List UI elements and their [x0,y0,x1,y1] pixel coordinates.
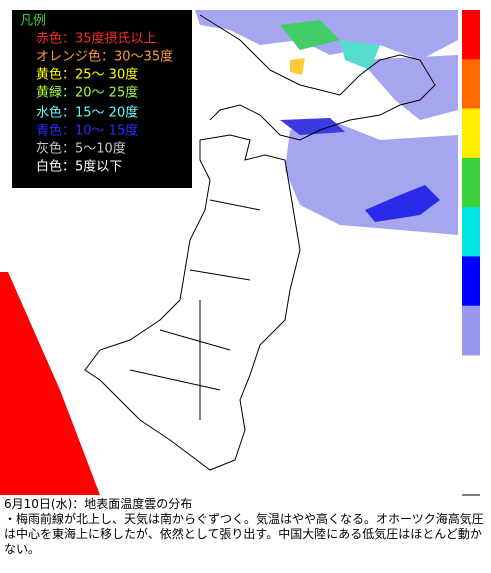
caption-text: ・梅雨前線が北上し、天気は南からぐずつく。気温はやや高くなる。オホーツク海高気圧… [4,512,484,556]
caption: 6月10日(水)：地表面温度雲の分布 ・梅雨前線が北上し、天気は南からぐずつく。… [4,497,488,557]
color-bar [462,10,480,356]
color-bar-segment [462,256,480,307]
color-bar-segment [462,108,480,159]
legend-item: 赤色：35度摂氏以上 [36,31,157,47]
legend-item: 黄色：25〜 30度 [36,67,138,83]
legend-item: 水色：15〜 20度 [36,105,138,121]
red-area [0,272,100,495]
legend-item: 灰色：5〜10度 [36,141,126,157]
legend-item: 黄緑：20〜 25度 [36,85,138,101]
coastline [84,14,436,471]
clouds [195,10,458,235]
color-bar-segment [462,305,480,356]
caption-title: 6月10日(水)：地表面温度雲の分布 [4,497,193,511]
legend-item: オレンジ色：30〜35度 [36,49,173,65]
color-bar-segment [462,59,480,110]
legend-box [12,10,192,188]
color-bar-segment [462,157,480,208]
legend-item: 白色：5度以下 [36,159,122,175]
color-bar-segment [462,207,480,257]
legend-title: 凡例 [20,14,46,29]
legend-item: 青色：10〜 15度 [36,123,138,139]
color-bar-segment [462,10,480,60]
